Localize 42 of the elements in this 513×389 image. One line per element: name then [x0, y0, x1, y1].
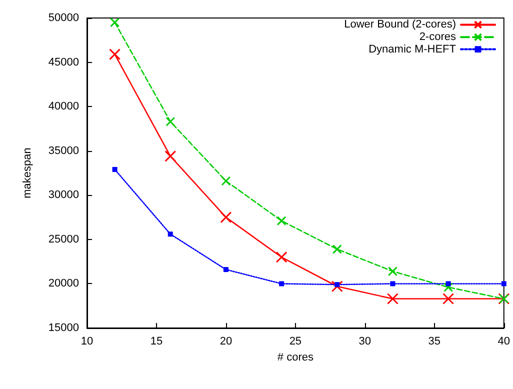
- y-axis-title: makespan: [22, 148, 34, 198]
- x-tick-label: 10: [80, 336, 94, 348]
- y-tick-label: 30000: [48, 189, 79, 202]
- x-tick-label: 35: [428, 336, 441, 348]
- point: [390, 281, 396, 286]
- point: [220, 212, 232, 224]
- y-tick-label: 25000: [48, 233, 79, 246]
- x-axis-title: # cores: [277, 352, 314, 364]
- point: [112, 166, 118, 172]
- y-tick-label: 40000: [48, 100, 79, 113]
- point: [276, 216, 286, 226]
- x-tick-label: 25: [289, 336, 302, 348]
- point: [332, 244, 342, 254]
- point: [164, 150, 176, 162]
- y-tick-label: 50000: [48, 12, 79, 24]
- point: [331, 280, 343, 292]
- point: [444, 282, 454, 292]
- point: [166, 116, 176, 126]
- x-tick-label: 40: [498, 336, 510, 348]
- point: [446, 281, 451, 286]
- y-tick-label: 45000: [48, 56, 79, 68]
- legend-label: 2-cores: [419, 31, 456, 44]
- legend-label: Lower Bound (2-cores): [344, 18, 456, 31]
- point: [501, 281, 506, 286]
- x-tick-label: 30: [358, 336, 372, 348]
- x-tick-label: 20: [220, 336, 232, 348]
- point: [442, 293, 454, 305]
- y-tick-label: 35000: [48, 144, 79, 157]
- point: [279, 281, 284, 286]
- point: [110, 18, 120, 28]
- point: [221, 176, 231, 186]
- legend-label: Dynamic M-HEFT: [368, 43, 456, 56]
- point: [109, 48, 121, 60]
- point: [386, 293, 398, 305]
- point: [334, 282, 340, 288]
- point: [388, 266, 398, 276]
- x-tick-label: 15: [150, 336, 163, 348]
- point: [223, 267, 228, 272]
- point: [168, 232, 173, 237]
- y-tick-label: 15000: [48, 322, 79, 334]
- point: [276, 251, 288, 263]
- y-tick-label: 20000: [48, 278, 79, 290]
